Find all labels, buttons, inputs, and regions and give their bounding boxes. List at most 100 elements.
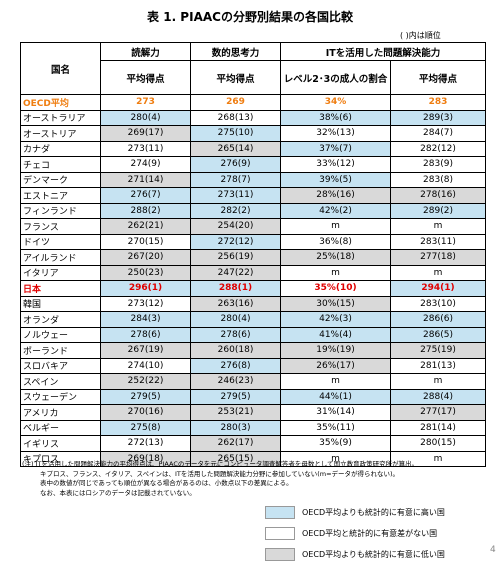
cell: 247(22)	[190, 264, 281, 281]
note: キプロス、フランス、イタリア、スペインは、ITを活用した問題解決能力分野に参加し…	[40, 469, 400, 478]
cell: 253(21)	[190, 404, 281, 421]
country: アイルランド	[20, 249, 101, 266]
country: キプロス	[20, 450, 101, 467]
row: デンマーク 271(14) 278(7) 39%(5) 283(8)	[20, 171, 486, 188]
cell: 32%(13)	[280, 125, 391, 142]
country: スウェーデン	[20, 388, 101, 405]
cell: 278(6)	[190, 326, 281, 343]
cell: 276(9)	[190, 156, 281, 173]
cell: 282(2)	[190, 202, 281, 219]
country: フィンランド	[20, 202, 101, 219]
country: ドイツ	[20, 233, 101, 250]
country: デンマーク	[20, 171, 101, 188]
cell: 254(20)	[190, 218, 281, 235]
cell: 35%(9)	[280, 435, 391, 452]
rank-note: ( )内は順位	[400, 31, 441, 40]
cell: 28%(16)	[280, 187, 391, 204]
country: カナダ	[20, 140, 101, 157]
cell: 269(17)	[100, 125, 191, 142]
cell: 275(8)	[100, 419, 191, 436]
header: 国名	[20, 42, 101, 95]
page-number: 4	[490, 545, 496, 555]
country: チェコ	[20, 156, 101, 173]
cell: 256(19)	[190, 249, 281, 266]
cell: m	[390, 218, 486, 235]
header: ITを活用した問題解決能力	[280, 42, 486, 61]
cell: 279(5)	[190, 388, 281, 405]
cell: 275(10)	[190, 125, 281, 142]
row: イタリア 250(23) 247(22) m m	[20, 264, 486, 281]
row: エストニア 276(7) 273(11) 28%(16) 278(16)	[20, 187, 486, 204]
cell: m	[280, 450, 391, 467]
cell: 30%(15)	[280, 295, 391, 312]
cell: 280(4)	[190, 311, 281, 328]
country: イタリア	[20, 264, 101, 281]
cell: 270(16)	[100, 404, 191, 421]
cell: 260(18)	[190, 342, 281, 359]
legend-label: OECD平均よりも統計的に有意に低い国	[302, 550, 445, 559]
cell: 42%(3)	[280, 311, 391, 328]
cell: 44%(1)	[280, 388, 391, 405]
cell: 274(10)	[100, 357, 191, 374]
cell: 284(3)	[100, 311, 191, 328]
note: なお、本表にはロシアのデータは記載されていない。	[40, 488, 196, 497]
country: イギリス	[20, 435, 101, 452]
cell: 35%(10)	[280, 280, 391, 297]
cell: 282(12)	[390, 140, 486, 157]
cell: 283(9)	[390, 156, 486, 173]
cell: m	[390, 264, 486, 281]
cell: 283(10)	[390, 295, 486, 312]
row: ポーランド 267(19) 260(18) 19%(19) 275(19)	[20, 342, 486, 359]
cell: 39%(5)	[280, 171, 391, 188]
cell: 270(15)	[100, 233, 191, 250]
cell: 271(14)	[100, 171, 191, 188]
cell: 275(19)	[390, 342, 486, 359]
legend-label: OECD平均よりも統計的に有意に高い国	[302, 508, 445, 517]
cell: 289(3)	[390, 109, 486, 126]
country: ノルウェー	[20, 326, 101, 343]
cell: 246(23)	[190, 373, 281, 390]
cell: 35%(11)	[280, 419, 391, 436]
country: オーストリア	[20, 125, 101, 142]
cell: 288(4)	[390, 388, 486, 405]
cell: 294(1)	[390, 280, 486, 297]
cell: 281(13)	[390, 357, 486, 374]
cell: 278(7)	[190, 171, 281, 188]
cell: 262(17)	[190, 435, 281, 452]
cell: 277(18)	[390, 249, 486, 266]
cell: 41%(4)	[280, 326, 391, 343]
cell: 38%(6)	[280, 109, 391, 126]
cell: 42%(2)	[280, 202, 391, 219]
row: ノルウェー 278(6) 278(6) 41%(4) 286(5)	[20, 326, 486, 343]
row: 日本 296(1) 288(1) 35%(10) 294(1)	[20, 280, 486, 297]
row: 韓国 273(12) 263(16) 30%(15) 283(10)	[20, 295, 486, 312]
cell: 288(2)	[100, 202, 191, 219]
country: ポーランド	[20, 342, 101, 359]
cell: 273(11)	[190, 187, 281, 204]
cell: 269(18)	[100, 450, 191, 467]
row: チェコ 274(9) 276(9) 33%(12) 283(9)	[20, 156, 486, 173]
country: エストニア	[20, 187, 101, 204]
header: 読解力	[100, 42, 191, 61]
cell: 281(14)	[390, 419, 486, 436]
cell: 26%(17)	[280, 357, 391, 374]
cell: 262(21)	[100, 218, 191, 235]
cell: 267(20)	[100, 249, 191, 266]
row: OECD平均 273 269 34% 283	[20, 94, 486, 111]
cell: 268(13)	[190, 109, 281, 126]
row: キプロス 269(18) 265(15) m m	[20, 450, 486, 467]
legend-swatch	[265, 527, 295, 540]
cell: 284(7)	[390, 125, 486, 142]
cell: 283(11)	[390, 233, 486, 250]
row: カナダ 273(11) 265(14) 37%(7) 282(12)	[20, 140, 486, 157]
cell: 34%	[280, 94, 391, 111]
table: 国名 読解力 数的思考力 ITを活用した問題解決能力 平均得点 平均得点 レベル…	[20, 42, 486, 467]
row: フィンランド 288(2) 282(2) 42%(2) 289(2)	[20, 202, 486, 219]
country: アメリカ	[20, 404, 101, 421]
cell: 273(11)	[100, 140, 191, 157]
country: スロバキア	[20, 357, 101, 374]
country: ベルギー	[20, 419, 101, 436]
row: オーストリア 269(17) 275(10) 32%(13) 284(7)	[20, 125, 486, 142]
country: オランダ	[20, 311, 101, 328]
